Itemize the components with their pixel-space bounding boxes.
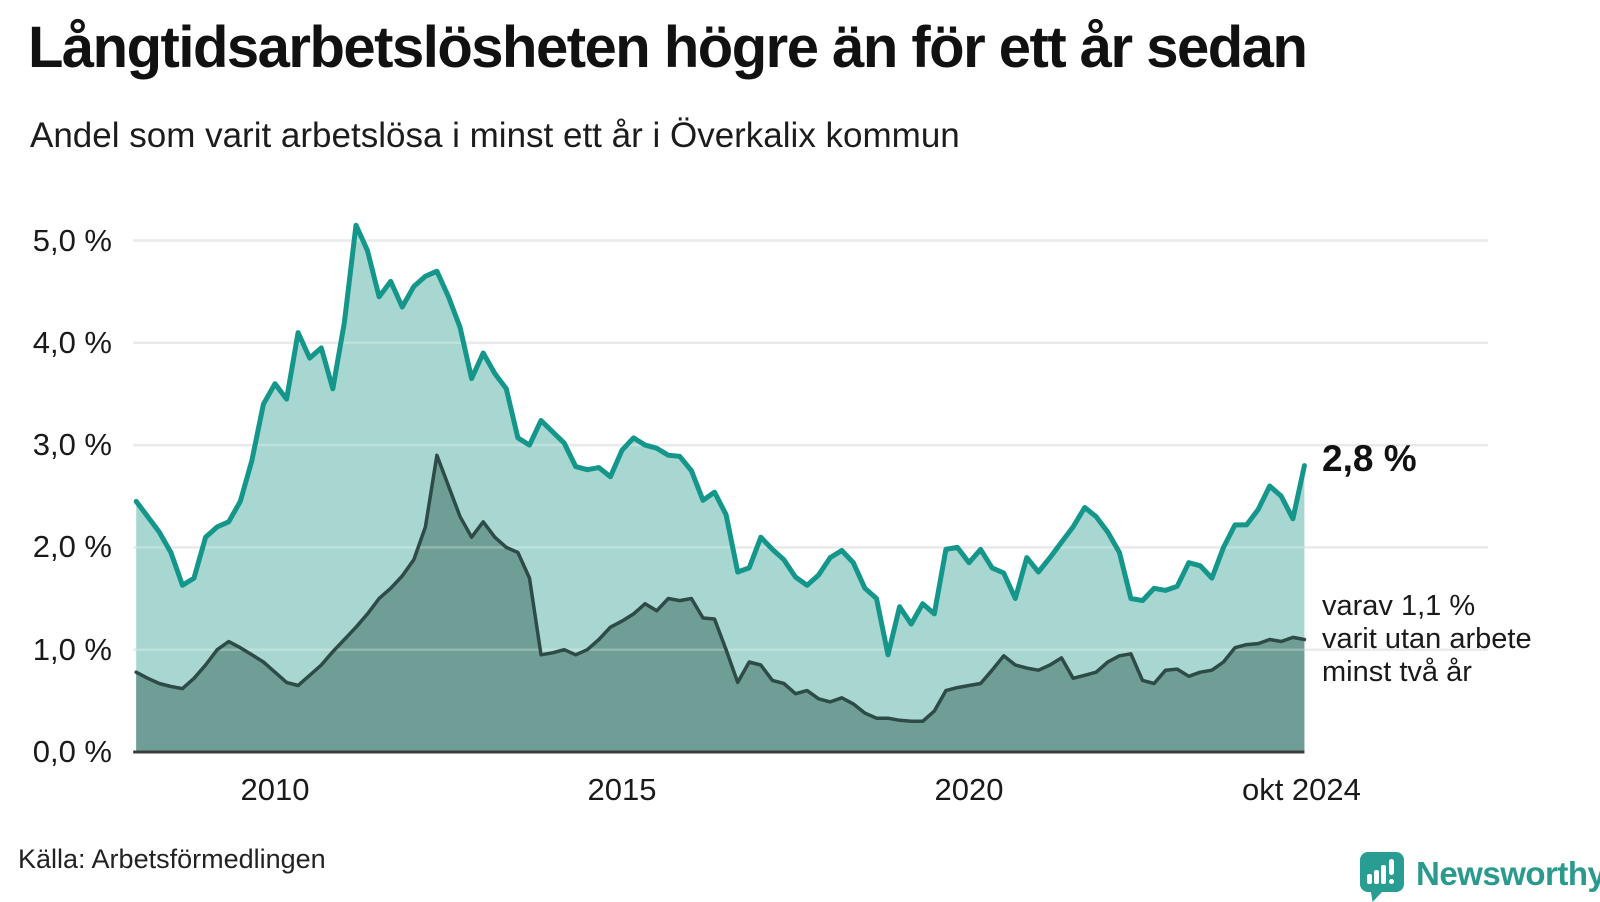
source-label: Källa: Arbetsförmedlingen bbox=[18, 844, 326, 874]
y-tick-label: 3,0 % bbox=[32, 427, 112, 463]
y-tick-label: 4,0 % bbox=[32, 324, 112, 360]
line-unemployed-two-years bbox=[134, 453, 1307, 724]
page-subtitle: Andel som varit arbetslösa i minst ett å… bbox=[30, 116, 960, 155]
line-unemployed-one-year bbox=[133, 222, 1307, 658]
x-tick-label: 2010 bbox=[240, 772, 310, 807]
x-tick-label: 2015 bbox=[587, 772, 657, 807]
x-tick-label: 2020 bbox=[934, 772, 1004, 807]
y-tick-label: 1,0 % bbox=[32, 631, 112, 667]
y-tick-label: 5,0 % bbox=[32, 222, 112, 258]
page-title: Långtidsarbetslösheten högre än för ett … bbox=[28, 15, 1308, 80]
newsworthy-speech-bubble-bar-chart-icon bbox=[1360, 852, 1404, 902]
newsworthy-logo: Newsworthy bbox=[1358, 850, 1600, 902]
secondary-value-annotation: varav 1,1 % varit utan arbete minst två … bbox=[1322, 590, 1532, 688]
y-tick-label: 2,0 % bbox=[32, 529, 112, 565]
x-tick-label: okt 2024 bbox=[1241, 772, 1361, 807]
current-value-annotation: 2,8 % bbox=[1322, 438, 1417, 479]
y-tick-label: 0,0 % bbox=[32, 734, 112, 769]
newsworthy-wordmark: Newsworthy bbox=[1416, 855, 1600, 892]
area-unemployed-two-years bbox=[136, 455, 1305, 752]
gridlines-overlay bbox=[133, 239, 1488, 651]
